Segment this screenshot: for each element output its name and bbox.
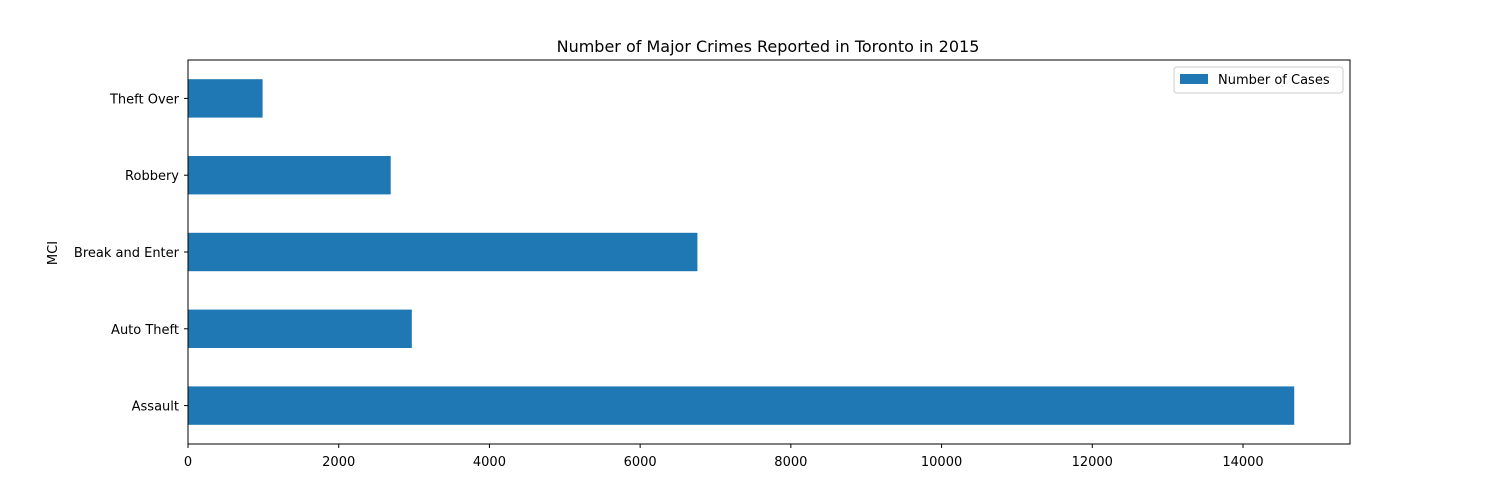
y-tick-label: Assault — [132, 400, 179, 415]
legend-label: Number of Cases — [1218, 73, 1330, 88]
y-axis-ticks: Assault Auto Theft Break and Enter Robbery T… — [74, 92, 188, 415]
bar-auto-theft — [188, 309, 412, 348]
x-tick-label: 2000 — [322, 455, 355, 470]
y-tick-label: Break and Enter — [74, 246, 180, 261]
bar-assault — [188, 386, 1295, 425]
x-axis-ticks: 0 2000 4000 6000 8000 10000 12000 14000 — [184, 444, 1264, 470]
x-tick-label: 12000 — [1072, 455, 1113, 470]
y-axis-title: MCI — [46, 241, 61, 265]
x-tick-label: 10000 — [921, 455, 962, 470]
legend-swatch — [1180, 74, 1208, 84]
x-tick-label: 14000 — [1222, 455, 1263, 470]
legend: Number of Cases — [1173, 66, 1344, 94]
y-tick-label: Auto Theft — [111, 323, 179, 338]
y-tick-label: Theft Over — [109, 92, 180, 107]
y-tick-label: Robbery — [125, 169, 179, 184]
x-tick-label: 8000 — [774, 455, 807, 470]
x-tick-label: 4000 — [473, 455, 506, 470]
plot-frame — [187, 59, 1351, 445]
bar-theft-over — [188, 79, 263, 118]
x-tick-label: 6000 — [624, 455, 657, 470]
x-tick-label: 0 — [184, 455, 192, 470]
legend-box — [1173, 66, 1344, 94]
chart-title: Number of Major Crimes Reported in Toron… — [557, 37, 980, 56]
bars-group — [188, 79, 1295, 425]
bar-robbery — [188, 156, 391, 195]
bar-break-and-enter — [188, 232, 698, 272]
